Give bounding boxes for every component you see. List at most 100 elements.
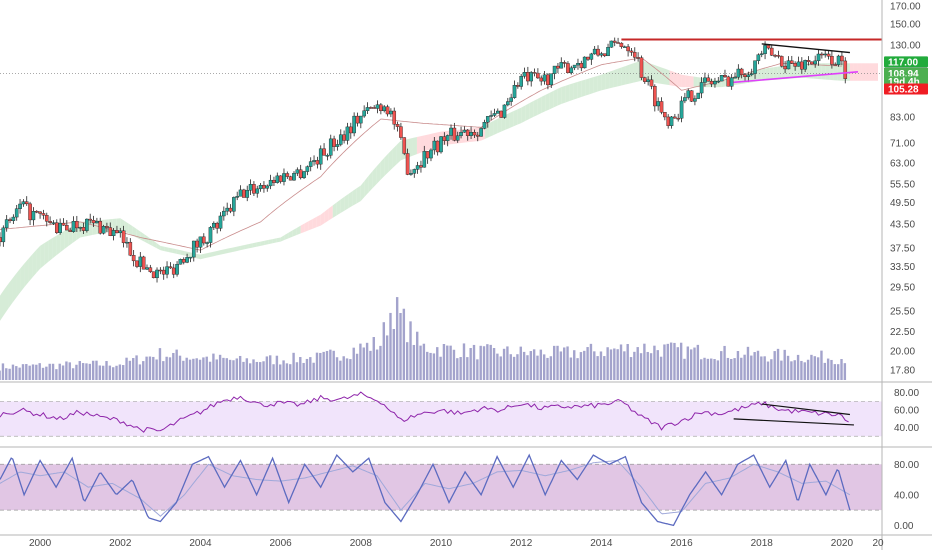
candle-body[interactable] <box>41 213 46 216</box>
candle-body[interactable] <box>195 240 199 248</box>
candle-body[interactable] <box>579 63 584 69</box>
candle-body[interactable] <box>699 82 704 94</box>
candle-body[interactable] <box>602 53 607 57</box>
candle-body[interactable] <box>769 47 774 56</box>
candle-body[interactable] <box>803 60 807 70</box>
candle-body[interactable] <box>612 40 617 43</box>
candle-body[interactable] <box>54 222 59 233</box>
candle-body[interactable] <box>509 97 513 102</box>
candle-body[interactable] <box>479 128 483 137</box>
candle-body[interactable] <box>683 97 687 102</box>
candle-body[interactable] <box>145 267 149 270</box>
candle-body[interactable] <box>659 101 664 113</box>
candle-body[interactable] <box>8 219 12 221</box>
candle-body[interactable] <box>61 222 66 226</box>
candle-body[interactable] <box>806 60 811 63</box>
candle-body[interactable] <box>65 225 69 231</box>
candle-body[interactable] <box>716 80 721 83</box>
rsi-trend-line[interactable] <box>761 403 850 416</box>
candle-body[interactable] <box>369 107 373 109</box>
candle-body[interactable] <box>793 63 797 67</box>
candle-body[interactable] <box>151 271 156 279</box>
candle-body[interactable] <box>756 54 761 61</box>
candle-body[interactable] <box>218 215 223 229</box>
candle-body[interactable] <box>345 126 350 141</box>
candle-body[interactable] <box>1 227 6 243</box>
candle-body[interactable] <box>245 190 250 198</box>
triangle-bottom-line[interactable] <box>733 71 859 84</box>
time-axis[interactable]: 2000 2002 2004 2006 2008 2010 2012 2014 2016 2018… <box>29 538 884 549</box>
candle-body[interactable] <box>328 138 333 156</box>
candle-body[interactable] <box>485 116 490 123</box>
candle-body[interactable] <box>4 219 9 229</box>
candle-body[interactable] <box>385 106 390 115</box>
candle-body[interactable] <box>359 115 363 124</box>
candle-body[interactable] <box>258 184 263 190</box>
candle-body[interactable] <box>379 104 383 112</box>
candle-body[interactable] <box>305 166 310 172</box>
candle-body[interactable] <box>21 201 26 205</box>
candle-body[interactable] <box>776 55 781 57</box>
rsi-trend-line[interactable] <box>733 418 854 426</box>
candle-body[interactable] <box>392 110 397 125</box>
candle-body[interactable] <box>338 134 343 145</box>
candle-body[interactable] <box>639 57 644 78</box>
candle-body[interactable] <box>262 184 266 189</box>
candle-body[interactable] <box>465 129 470 136</box>
candle-body[interactable] <box>81 227 86 231</box>
candle-body[interactable] <box>95 221 99 224</box>
candle-body[interactable] <box>121 230 126 244</box>
candle-body[interactable] <box>629 50 634 53</box>
candle-body[interactable] <box>315 160 320 165</box>
candle-body[interactable] <box>619 42 624 47</box>
candle-body[interactable] <box>562 62 567 64</box>
candle-body[interactable] <box>653 86 657 107</box>
candle-body[interactable] <box>212 222 216 228</box>
candle-body[interactable] <box>105 226 109 228</box>
candle-body[interactable] <box>840 55 844 62</box>
candle-body[interactable] <box>425 151 430 159</box>
candle-body[interactable] <box>763 45 767 54</box>
candle-body[interactable] <box>663 112 667 118</box>
candle-body[interactable] <box>272 179 276 183</box>
candle-body[interactable] <box>786 60 791 70</box>
candle-body[interactable] <box>242 189 246 198</box>
candle-body[interactable] <box>679 100 684 119</box>
candle-body[interactable] <box>185 257 189 263</box>
candle-body[interactable] <box>318 148 323 165</box>
price-annotations[interactable] <box>0 38 882 84</box>
candle-body[interactable] <box>779 56 784 67</box>
candle-body[interactable] <box>325 155 330 157</box>
candle-body[interactable] <box>743 74 747 77</box>
candle-body[interactable] <box>713 81 717 85</box>
candle-body[interactable] <box>332 138 336 147</box>
candle-body[interactable] <box>673 116 677 119</box>
candle-body[interactable] <box>255 188 260 194</box>
candle-body[interactable] <box>265 185 270 189</box>
candle-body[interactable] <box>429 149 433 159</box>
candle-body[interactable] <box>415 165 420 170</box>
candle-body[interactable] <box>278 175 283 182</box>
candle-body[interactable] <box>175 264 179 275</box>
candle-body[interactable] <box>739 68 744 75</box>
candle-body[interactable] <box>141 256 146 270</box>
candle-body[interactable] <box>813 60 817 65</box>
candle-body[interactable] <box>709 81 714 85</box>
candle-body[interactable] <box>178 259 183 265</box>
candle-body[interactable] <box>626 46 630 52</box>
candle-body[interactable] <box>536 72 540 79</box>
candle-body[interactable] <box>268 179 273 187</box>
candle-body[interactable] <box>382 106 387 112</box>
candle-body[interactable] <box>168 266 173 269</box>
candle-body[interactable] <box>312 160 316 162</box>
candle-body[interactable] <box>800 61 804 70</box>
candle-body[interactable] <box>826 53 831 57</box>
candle-body[interactable] <box>549 73 554 86</box>
candle-body[interactable] <box>810 61 814 65</box>
candle-body[interactable] <box>228 207 233 212</box>
candle-body[interactable] <box>469 132 473 136</box>
candle-body[interactable] <box>726 76 731 87</box>
candle-body[interactable] <box>596 48 600 56</box>
candle-body[interactable] <box>78 227 82 229</box>
candle-body[interactable] <box>492 113 497 116</box>
